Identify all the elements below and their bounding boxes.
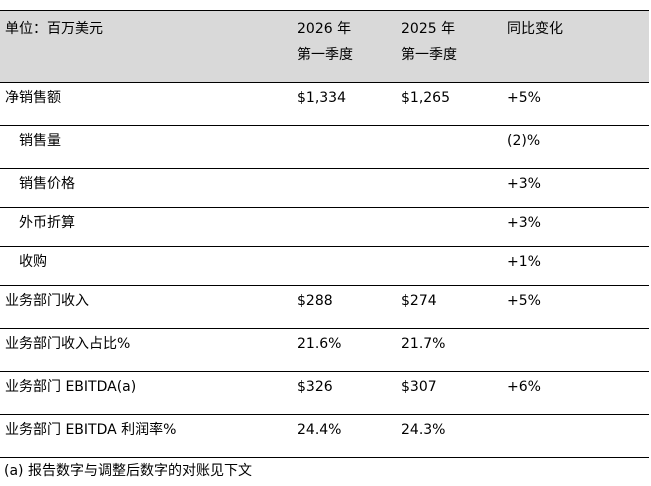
row-label: 业务部门 EBITDA 利润率%	[5, 422, 177, 438]
value-2026: $1,334	[297, 90, 346, 106]
value-2025	[396, 169, 502, 208]
value-2025	[396, 126, 502, 169]
table-row: 净销售额 $1,334 $1,265 +5%	[0, 82, 649, 126]
row-label: 销售量	[19, 133, 61, 149]
value-change	[502, 415, 649, 458]
table-row: 业务部门收入 $288 $274 +5%	[0, 285, 649, 329]
row-label: 业务部门收入	[5, 293, 89, 309]
row-label: 外币折算	[19, 215, 75, 231]
table-row: 销售量 (2)%	[0, 125, 649, 169]
value-change: +5%	[507, 293, 541, 309]
column-header-change: 同比变化	[507, 21, 563, 37]
footnote: (a) 报告数字与调整后数字的对账见下文	[4, 463, 252, 479]
value-change: +5%	[507, 90, 541, 106]
value-2025: 24.3%	[401, 422, 446, 438]
value-2025: $1,265	[401, 90, 450, 106]
table-row: 业务部门 EBITDA 利润率% 24.4% 24.3%	[0, 414, 649, 458]
row-label: 净销售额	[5, 90, 61, 106]
table-row: 外币折算 +3%	[0, 207, 649, 247]
value-2026: 24.4%	[297, 422, 342, 438]
value-2026: $326	[297, 379, 333, 395]
column-header-2025-quarter: 第一季度	[401, 47, 457, 63]
row-label: 业务部门收入占比%	[5, 336, 131, 352]
row-label: 收购	[19, 254, 47, 270]
financial-summary-table: 单位：百万美元 2026 年 第一季度 2025 年 第一季度 同比变化 净销售…	[0, 10, 649, 458]
column-header-2025-year: 2025 年	[401, 21, 456, 37]
value-2026	[292, 208, 396, 247]
value-2026	[292, 247, 396, 286]
value-2026: 21.6%	[297, 336, 342, 352]
value-change: (2)%	[507, 133, 541, 149]
value-2026	[292, 169, 396, 208]
row-label: 销售价格	[19, 176, 75, 192]
table-row: 收购 +1%	[0, 246, 649, 286]
column-header-2026: 2026 年 第一季度	[292, 11, 396, 83]
table-header-row: 单位：百万美元 2026 年 第一季度 2025 年 第一季度 同比变化	[0, 10, 649, 83]
value-2026: $288	[297, 293, 333, 309]
value-2025: $274	[401, 293, 437, 309]
value-2025	[396, 208, 502, 247]
row-label: 业务部门 EBITDA(a)	[5, 379, 137, 395]
column-header-2026-year: 2026 年	[297, 21, 352, 37]
unit-label: 单位：百万美元	[5, 21, 103, 37]
value-2025: $307	[401, 379, 437, 395]
column-header-2026-quarter: 第一季度	[297, 47, 353, 63]
column-header-2025: 2025 年 第一季度	[396, 11, 502, 83]
value-2025: 21.7%	[401, 336, 446, 352]
value-change	[502, 329, 649, 372]
value-change: +3%	[507, 176, 541, 192]
value-2026	[292, 126, 396, 169]
table-row: 业务部门收入占比% 21.6% 21.7%	[0, 328, 649, 372]
financial-table-container: 单位：百万美元 2026 年 第一季度 2025 年 第一季度 同比变化 净销售…	[0, 10, 649, 458]
value-2025	[396, 247, 502, 286]
value-change: +3%	[507, 215, 541, 231]
table-row: 销售价格 +3%	[0, 168, 649, 208]
value-change: +6%	[507, 379, 541, 395]
value-change: +1%	[507, 254, 541, 270]
table-row: 业务部门 EBITDA(a) $326 $307 +6%	[0, 371, 649, 415]
